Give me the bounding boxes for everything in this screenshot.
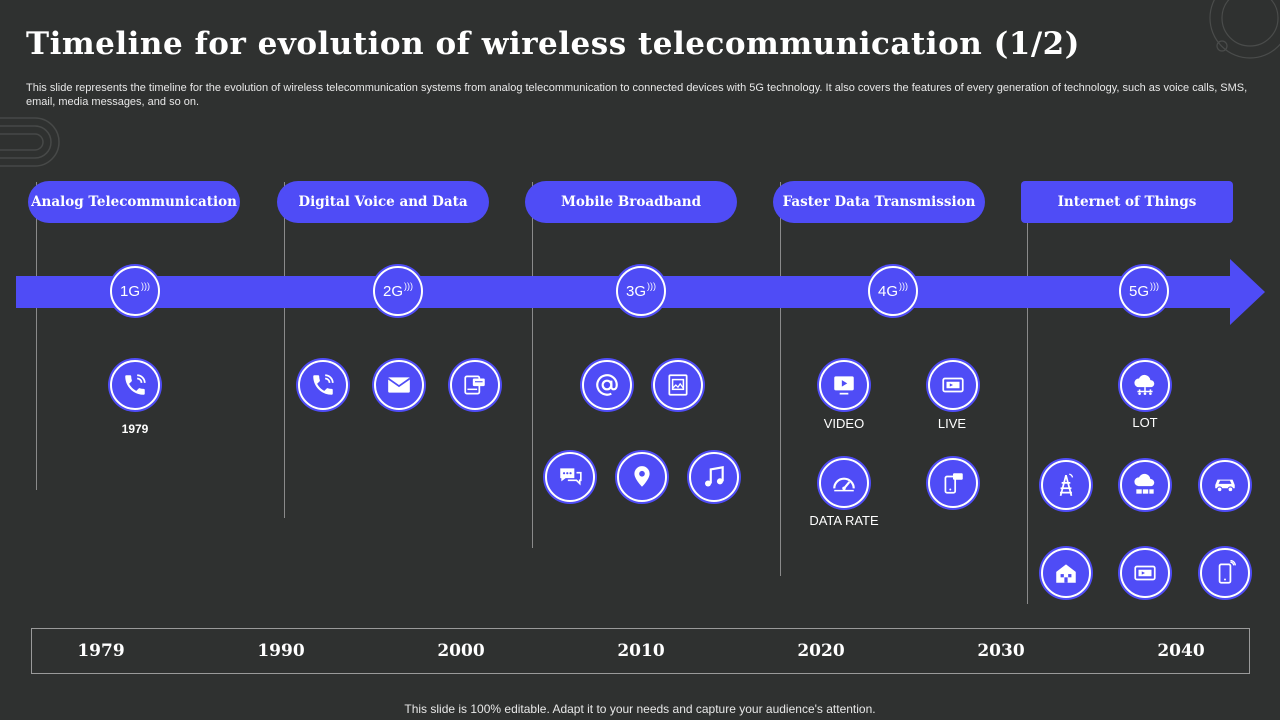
smart-home-icon	[1041, 548, 1091, 598]
divider-line	[36, 182, 37, 490]
decorative-arcs	[0, 117, 60, 167]
cloud-server-icon	[1120, 460, 1170, 510]
gen-3g-badge: 3G)))	[616, 266, 666, 316]
year-axis: 1979 1990 2000 2010 2020 2030 2040	[31, 628, 1250, 674]
chat-bubbles-icon	[545, 452, 595, 502]
video-label: VIDEO	[823, 416, 865, 431]
connected-car-icon	[1200, 460, 1250, 510]
transmission-tower-icon	[1041, 460, 1091, 510]
media-gallery-icon	[653, 360, 703, 410]
lot-label: LOT	[1132, 415, 1158, 430]
year-label: 2030	[977, 641, 1025, 661]
year-label: 1979	[77, 641, 125, 661]
live-stream-icon	[928, 360, 978, 410]
year-label: 2020	[797, 641, 845, 661]
phase-mobile-broadband: Mobile Broadband	[525, 181, 737, 223]
mobile-message-icon	[928, 458, 978, 508]
year-label: 2010	[617, 641, 665, 661]
divider-line	[532, 182, 533, 548]
phase-faster-data-transmission: Faster Data Transmission	[773, 181, 985, 223]
data-rate-label: DATA RATE	[809, 513, 879, 528]
smart-tv-icon	[1120, 548, 1170, 598]
gen-4g-badge: 4G)))	[868, 266, 918, 316]
sms-device-icon	[450, 360, 500, 410]
footer-note: This slide is 100% editable. Adapt it to…	[404, 702, 876, 716]
phase-analog-telecommunication: Analog Telecommunication	[28, 181, 240, 223]
phone-year-label: 1979	[121, 422, 149, 436]
phone-call-icon	[110, 360, 160, 410]
page-title: Timeline for evolution of wireless telec…	[26, 26, 1080, 62]
divider-line	[1027, 182, 1028, 604]
speedometer-icon	[819, 458, 869, 508]
gen-2g-badge: 2G)))	[373, 266, 423, 316]
gen-1g-badge: 1G)))	[110, 266, 160, 316]
video-play-icon	[819, 360, 869, 410]
gen-5g-badge: 5G)))	[1119, 266, 1169, 316]
year-label: 2040	[1157, 641, 1205, 661]
page-subtitle: This slide represents the timeline for t…	[26, 82, 1248, 108]
decorative-rings	[1209, 0, 1280, 59]
divider-line	[284, 182, 285, 518]
live-label: LIVE	[937, 416, 967, 431]
phase-internet-of-things: Internet of Things	[1021, 181, 1233, 223]
year-label: 1990	[257, 641, 305, 661]
voice-call-icon	[298, 360, 348, 410]
at-sign-icon	[582, 360, 632, 410]
phase-digital-voice-data: Digital Voice and Data	[277, 181, 489, 223]
email-envelope-icon	[374, 360, 424, 410]
divider-line	[780, 182, 781, 576]
music-note-icon	[689, 452, 739, 502]
location-pin-icon	[617, 452, 667, 502]
smartphone-signal-icon	[1200, 548, 1250, 598]
cloud-network-icon	[1120, 360, 1170, 410]
year-label: 2000	[437, 641, 485, 661]
